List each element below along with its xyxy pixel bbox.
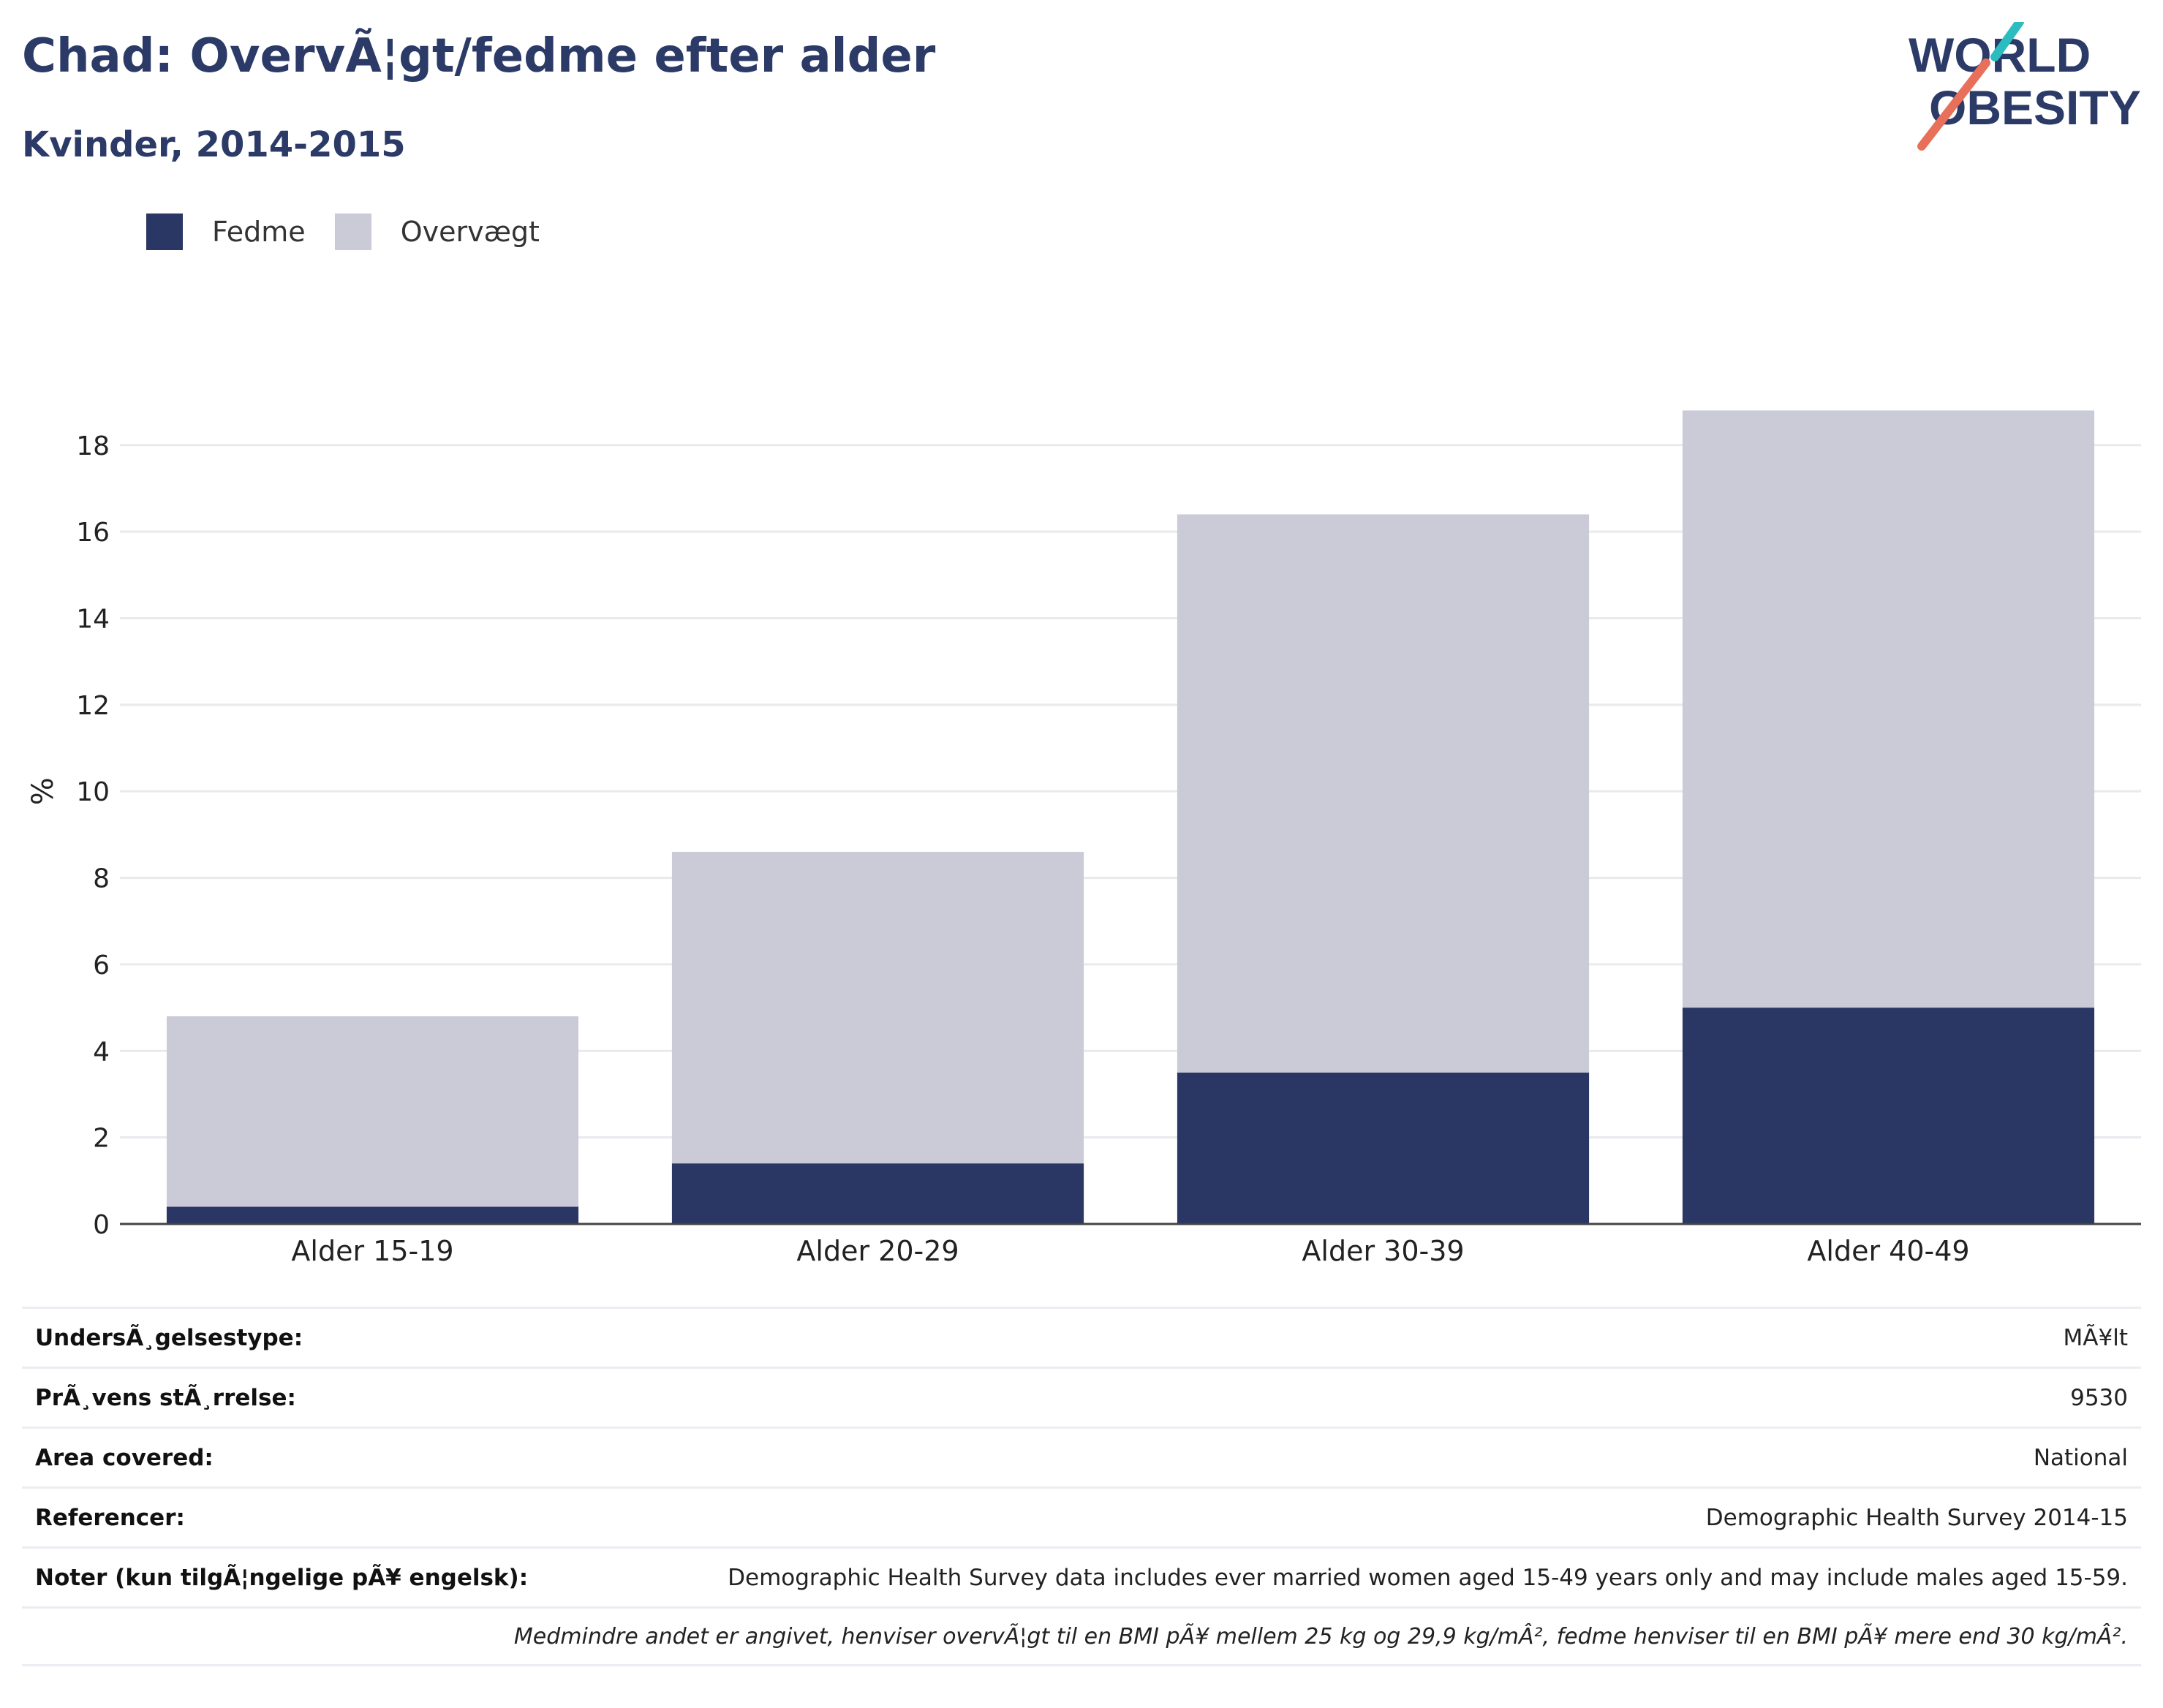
info-row-notes: Noter (kun tilgÃ¦ngelige pÃ¥ engelsk): D… bbox=[22, 1546, 2141, 1606]
y-tick-label: 16 bbox=[76, 518, 110, 548]
legend-swatch-overvaegt bbox=[334, 214, 371, 250]
info-row-sample-size: PrÃ¸vens stÃ¸rrelse: 9530 bbox=[22, 1367, 2141, 1427]
y-tick-label: 18 bbox=[76, 431, 110, 461]
legend-swatch-fedme bbox=[146, 214, 183, 250]
info-key: Noter (kun tilgÃ¦ngelige pÃ¥ engelsk): bbox=[35, 1564, 529, 1591]
y-tick-label: 4 bbox=[93, 1037, 110, 1067]
info-value: MÃ¥lt bbox=[2063, 1324, 2128, 1351]
survey-info-table: UndersÃ¸gelsestype: MÃ¥lt PrÃ¸vens stÃ¸r… bbox=[22, 1307, 2141, 1666]
y-tick-label: 6 bbox=[93, 951, 110, 980]
info-key: Area covered: bbox=[35, 1444, 214, 1471]
y-axis-label: % bbox=[26, 777, 60, 805]
bar-overvaegt bbox=[671, 852, 1084, 1164]
logo-coral-stroke bbox=[1917, 58, 1990, 151]
x-tick-label: Alder 15-19 bbox=[291, 1235, 453, 1267]
legend-item-fedme[interactable]: Fedme bbox=[146, 214, 306, 250]
y-tick-label: 10 bbox=[76, 777, 110, 807]
world-obesity-logo: WORLD OBESITY bbox=[1909, 22, 2141, 151]
logo-teal-stroke bbox=[1990, 22, 2024, 61]
chart-title: Chad: OvervÃ¦gt/fedme efter alder bbox=[22, 29, 936, 83]
bar-fedme bbox=[1682, 1008, 2095, 1224]
bar-fedme bbox=[166, 1206, 579, 1224]
bar-overvaegt bbox=[1177, 514, 1590, 1073]
info-key: PrÃ¸vens stÃ¸rrelse: bbox=[35, 1384, 296, 1411]
bar-fedme bbox=[1177, 1072, 1590, 1224]
footnote-row: Medmindre andet er angivet, henviser ove… bbox=[22, 1606, 2141, 1666]
legend-item-overvaegt[interactable]: Overvægt bbox=[334, 214, 540, 250]
info-row-area-covered: Area covered: National bbox=[22, 1427, 2141, 1486]
y-tick-label: 0 bbox=[93, 1210, 110, 1240]
info-value: 9530 bbox=[2070, 1384, 2128, 1411]
info-row-survey-type: UndersÃ¸gelsestype: MÃ¥lt bbox=[22, 1307, 2141, 1367]
bmi-footnote: Medmindre andet er angivet, henviser ove… bbox=[513, 1623, 2128, 1650]
legend-label-overvaegt: Overvægt bbox=[400, 216, 540, 248]
x-tick-label: Alder 20-29 bbox=[796, 1235, 959, 1267]
info-value: National bbox=[2033, 1444, 2128, 1471]
bar-overvaegt bbox=[1682, 410, 2095, 1008]
y-tick-label: 8 bbox=[93, 864, 110, 894]
info-key: Referencer: bbox=[35, 1504, 185, 1531]
bar-fedme bbox=[671, 1163, 1084, 1224]
x-tick-label: Alder 40-49 bbox=[1807, 1235, 1969, 1267]
info-row-references: Referencer: Demographic Health Survey 20… bbox=[22, 1486, 2141, 1546]
info-key: UndersÃ¸gelsestype: bbox=[35, 1324, 303, 1351]
legend-label-fedme: Fedme bbox=[212, 216, 306, 248]
info-value: Demographic Health Survey 2014-15 bbox=[1705, 1504, 2128, 1531]
y-tick-label: 12 bbox=[76, 691, 110, 721]
y-tick-label: 14 bbox=[76, 604, 110, 634]
y-tick-label: 2 bbox=[93, 1124, 110, 1154]
stacked-bar-chart: 0 2 4 6 8 10 12 14 16 18% Alder 15-19 Alder 20-29 Al… bbox=[26, 410, 2141, 1267]
bar-overvaegt bbox=[166, 1016, 579, 1207]
info-value: Demographic Health Survey data includes … bbox=[728, 1564, 2128, 1591]
x-tick-label: Alder 30-39 bbox=[1302, 1235, 1464, 1267]
chart-legend: Fedme Overvægt bbox=[146, 214, 569, 250]
chart-subtitle: Kvinder, 2014-2015 bbox=[22, 124, 406, 165]
